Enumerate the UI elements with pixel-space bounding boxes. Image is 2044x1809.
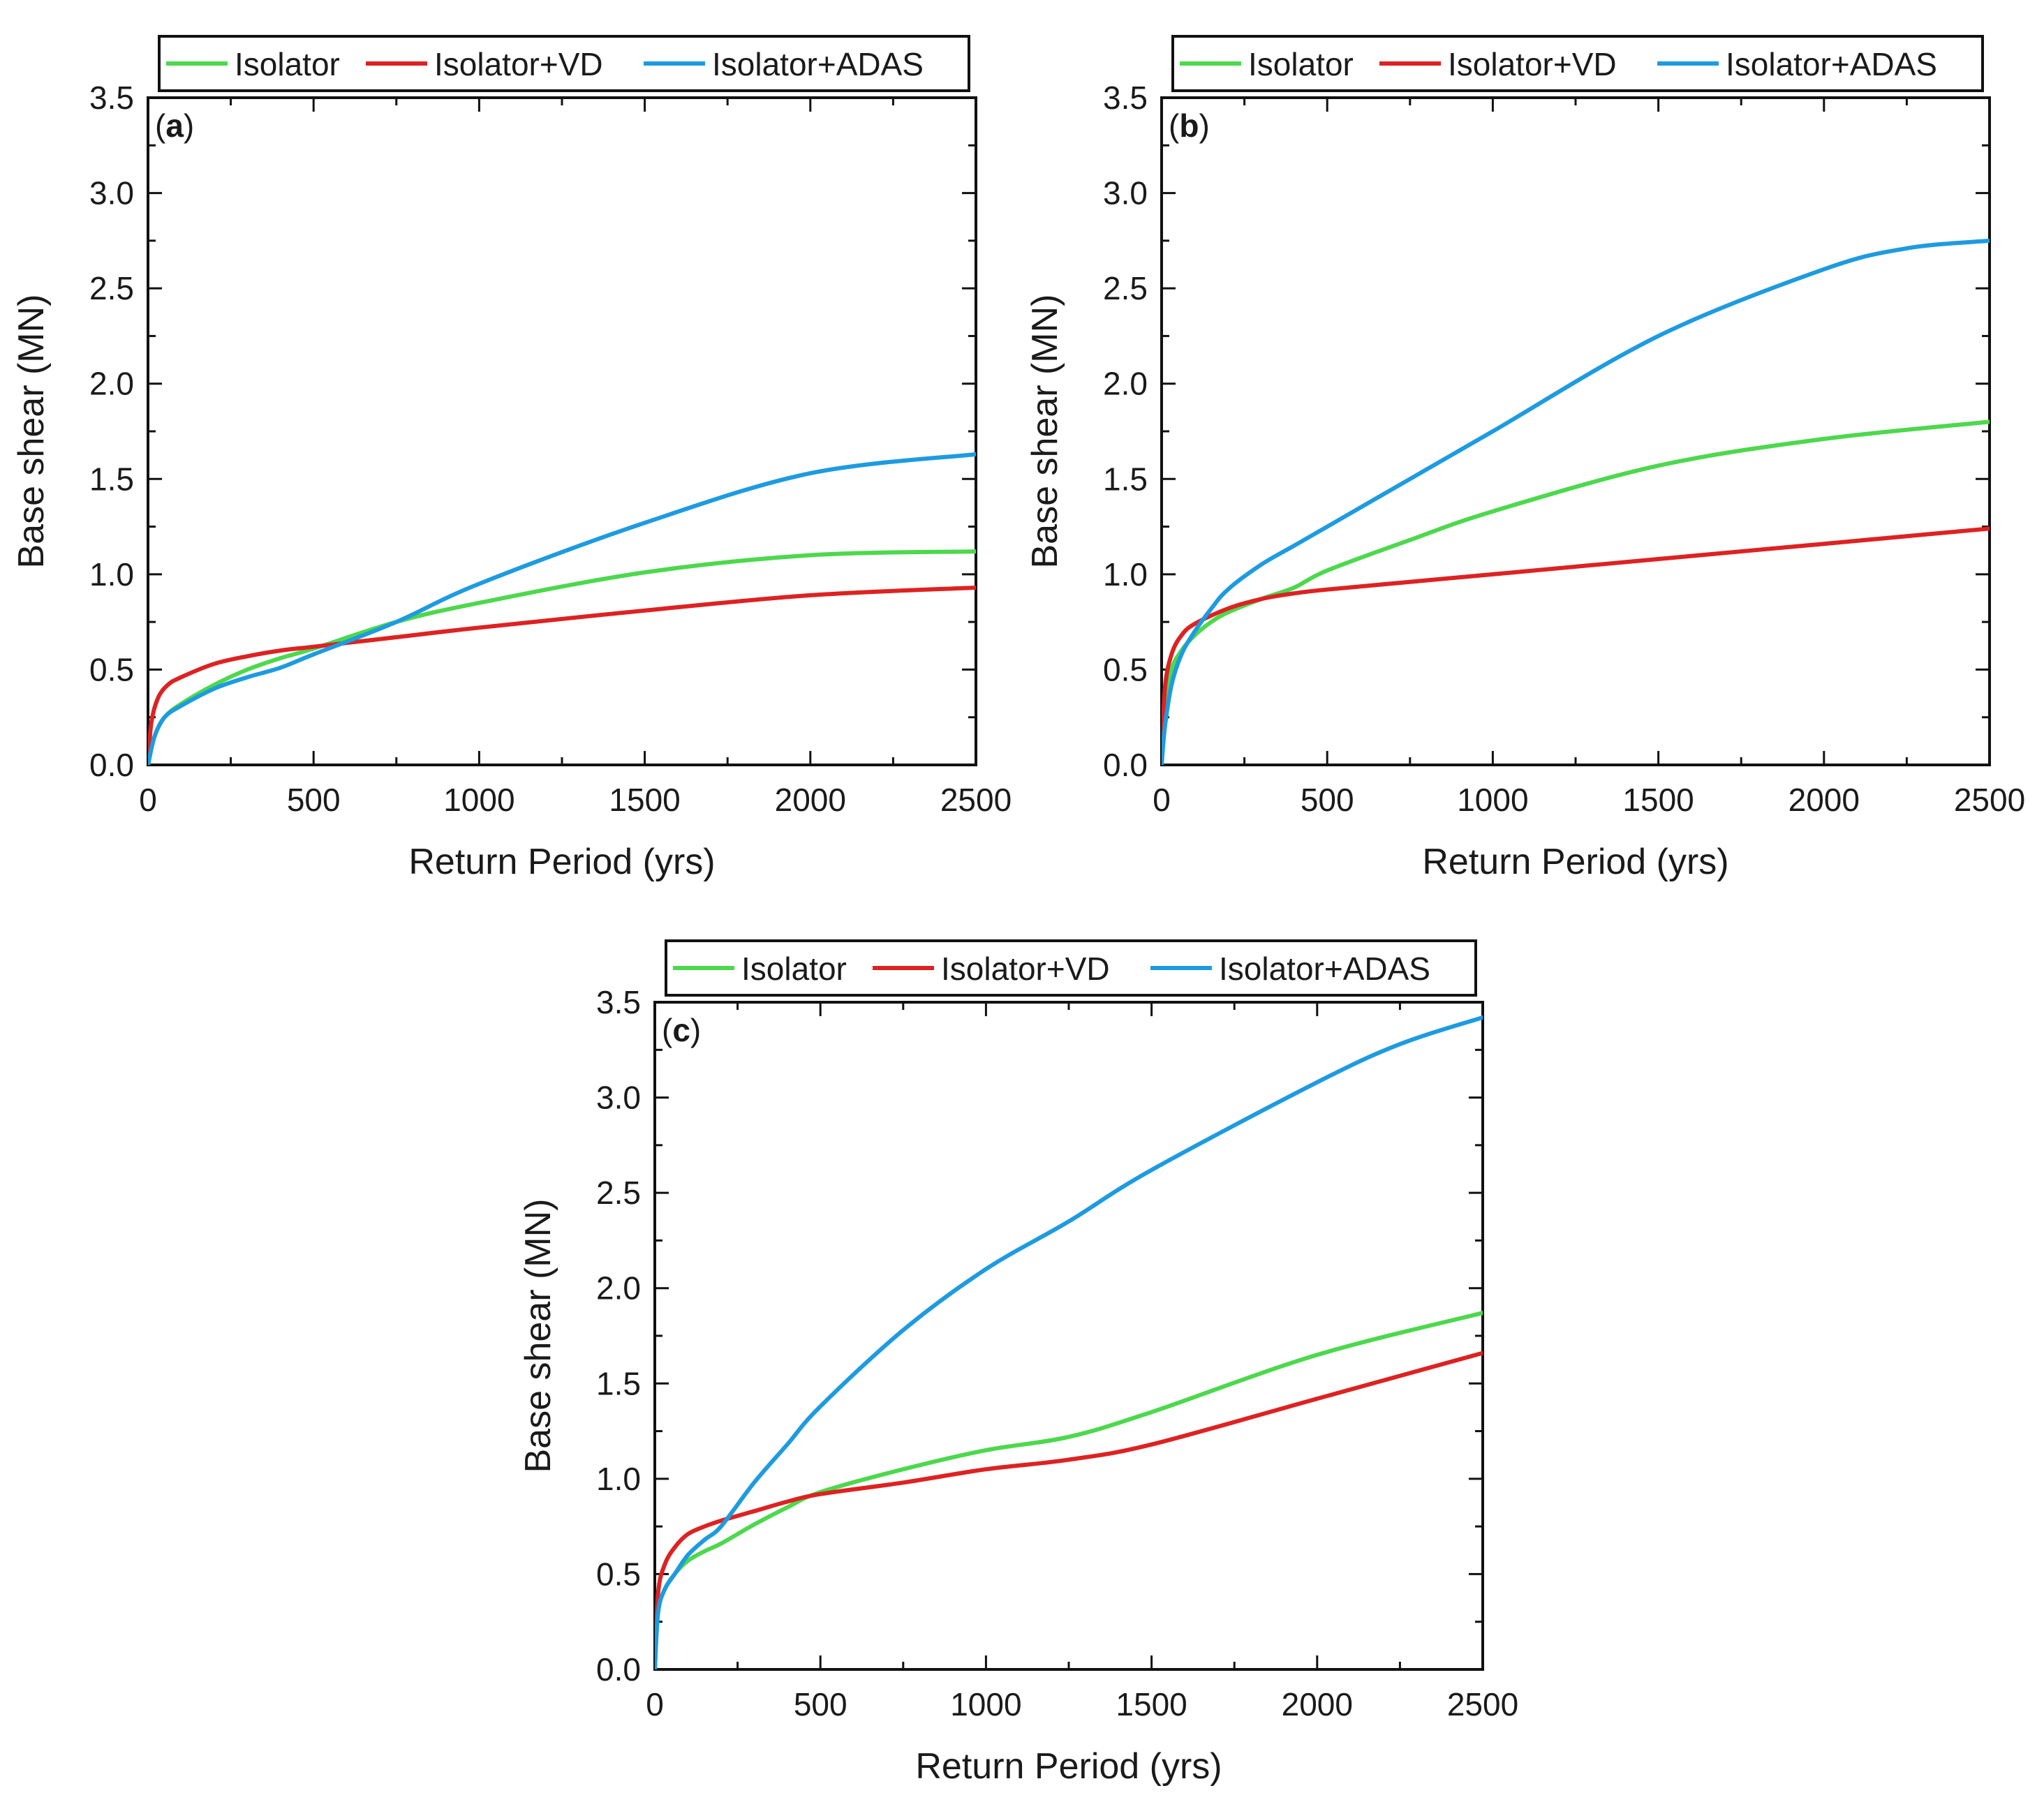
series-line-isolator-adas <box>655 1015 1483 1669</box>
plot-frame <box>653 1001 1484 1671</box>
y-tick-label: 3.5 <box>89 80 134 116</box>
y-tick-label: 0.5 <box>89 651 134 687</box>
x-tick-label: 0 <box>646 1686 664 1722</box>
y-tick-label: 0.5 <box>1103 651 1148 687</box>
series-line-isolator <box>655 1311 1483 1669</box>
x-tick-label: 0 <box>139 782 157 818</box>
x-tick-label: 1500 <box>609 782 680 818</box>
y-tick-label: 0.0 <box>596 1651 641 1688</box>
series-line-isolator-vd <box>148 586 976 765</box>
series-line-isolator <box>148 549 976 765</box>
legend-box <box>158 35 970 92</box>
legend-label: Isolator+VD <box>1448 46 1617 82</box>
panel-label-open: ( <box>1169 107 1180 144</box>
y-axis-title: Base shear (MN) <box>11 295 52 569</box>
chart-panel-a: 0 500 1000 1500 2000 2500 0.0 0.5 1.0 1.5 2.0 2.5 3.… <box>11 35 1012 882</box>
legend-box <box>665 939 1477 997</box>
y-tick-label: 2.5 <box>1103 270 1148 306</box>
legend-label: Isolator+VD <box>941 951 1110 987</box>
x-tick-label: 2500 <box>1447 1686 1518 1722</box>
series-line-isolator-adas <box>1162 238 1990 765</box>
legend: Isolator Isolator+VD Isolator+ADAS <box>1171 35 1984 92</box>
x-tick-label: 2000 <box>1789 782 1860 818</box>
legend-label: Isolator+ADAS <box>1219 951 1430 987</box>
legend-label: Isolator+VD <box>434 46 603 82</box>
x-tick-label: 2000 <box>775 782 846 818</box>
x-tick-label: 2500 <box>940 782 1012 818</box>
legend-label: Isolator <box>1248 46 1354 82</box>
x-tick-label: 2500 <box>1954 782 2025 818</box>
panel-label-open: ( <box>662 1012 673 1048</box>
y-tick-label: 0.0 <box>1103 747 1148 783</box>
x-tick-label: 0 <box>1153 782 1171 818</box>
y-tick-label: 3.5 <box>596 984 641 1020</box>
panel-label-letter: a <box>165 107 184 144</box>
x-tick-label: 1500 <box>1116 1686 1187 1722</box>
legend: Isolator Isolator+VD Isolator+ADAS <box>158 35 970 92</box>
y-tick-label: 2.5 <box>596 1175 641 1211</box>
y-tick-label: 3.0 <box>1103 175 1148 211</box>
series-line-isolator-vd <box>1162 526 1990 765</box>
chart-panel-b: 0 500 1000 1500 2000 2500 0.0 0.5 1.0 1.5 2.0 2.5 3.… <box>1025 35 2025 882</box>
x-tick-label: 500 <box>287 782 341 818</box>
legend-label: Isolator <box>741 951 847 987</box>
y-tick-label: 1.0 <box>596 1461 641 1497</box>
series-line-isolator <box>1162 419 1990 765</box>
legend-label: Isolator <box>235 46 340 82</box>
panel-label-close: ) <box>1199 107 1209 144</box>
y-tick-label: 2.5 <box>89 270 134 306</box>
y-tick-label: 2.0 <box>596 1270 641 1306</box>
panel-label: (a) <box>155 107 194 144</box>
y-tick-label: 2.0 <box>1103 366 1148 402</box>
panel-label-close: ) <box>690 1012 701 1048</box>
legend-label: Isolator+ADAS <box>712 46 924 82</box>
y-axis-title: Base shear (MN) <box>518 1199 558 1473</box>
x-tick-label: 1000 <box>443 782 514 818</box>
y-tick-label: 3.0 <box>596 1080 641 1116</box>
y-tick-label: 3.5 <box>1103 80 1148 116</box>
panel-label: (c) <box>662 1012 701 1048</box>
x-tick-label: 2000 <box>1282 1686 1353 1722</box>
y-tick-label: 1.0 <box>89 556 134 593</box>
panel-label-letter: b <box>1179 107 1199 144</box>
x-tick-label: 1000 <box>1457 782 1528 818</box>
x-tick-label: 1500 <box>1622 782 1694 818</box>
x-tick-label: 500 <box>1301 782 1354 818</box>
y-tick-label: 3.0 <box>89 175 134 211</box>
plot-frame <box>1160 96 1991 766</box>
x-axis-title: Return Period (yrs) <box>408 842 715 882</box>
legend-label: Isolator+ADAS <box>1726 46 1937 82</box>
x-axis-title: Return Period (yrs) <box>915 1746 1222 1787</box>
x-axis-title: Return Period (yrs) <box>1422 842 1728 882</box>
panel-label: (b) <box>1169 107 1210 144</box>
x-tick-label: 1000 <box>950 1686 1021 1722</box>
y-tick-label: 1.5 <box>89 461 134 497</box>
y-axis-title: Base shear (MN) <box>1025 295 1065 569</box>
y-tick-label: 2.0 <box>89 366 134 402</box>
series-line-isolator-adas <box>148 452 976 765</box>
legend: Isolator Isolator+VD Isolator+ADAS <box>665 939 1477 997</box>
y-tick-label: 1.5 <box>1103 461 1148 497</box>
y-tick-label: 0.5 <box>596 1556 641 1592</box>
legend-box <box>1171 35 1984 92</box>
y-tick-label: 1.5 <box>596 1365 641 1401</box>
plot-frame <box>147 96 977 766</box>
panel-label-open: ( <box>155 107 166 144</box>
y-tick-label: 0.0 <box>89 747 134 783</box>
panel-label-close: ) <box>184 107 194 144</box>
panel-label-letter: c <box>672 1012 690 1048</box>
series-line-isolator-vd <box>655 1350 1483 1669</box>
chart-panel-c: 0 500 1000 1500 2000 2500 0.0 0.5 1.0 1.5 2.0 2.5 3.… <box>518 939 1518 1787</box>
x-tick-label: 500 <box>794 1686 847 1722</box>
y-tick-label: 1.0 <box>1103 556 1148 593</box>
